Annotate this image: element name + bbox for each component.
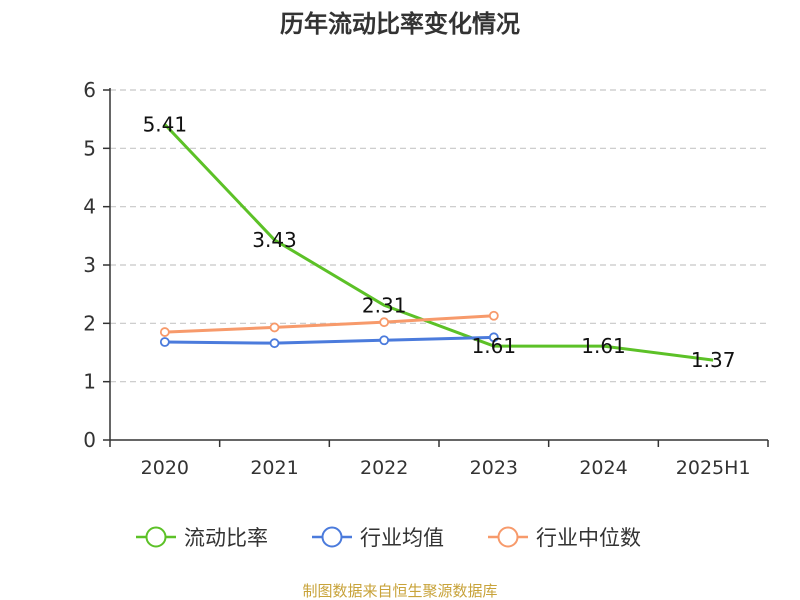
series-point bbox=[159, 327, 170, 337]
data-label: 2.31 bbox=[362, 293, 407, 317]
axes bbox=[103, 88, 769, 447]
series-point bbox=[379, 335, 390, 346]
legend-marker bbox=[145, 526, 167, 548]
legend-marker bbox=[497, 526, 519, 548]
data-label: 5.41 bbox=[143, 112, 188, 136]
x-tick-label: 2022 bbox=[360, 457, 408, 479]
series-line bbox=[164, 335, 494, 345]
series-point bbox=[159, 337, 170, 347]
data-label: 1.61 bbox=[581, 334, 626, 358]
series-point bbox=[379, 317, 390, 328]
y-tick-label: 0 bbox=[83, 428, 96, 452]
series-line bbox=[164, 314, 494, 334]
legend-item[interactable]: 行业均值 bbox=[312, 526, 444, 550]
series-point bbox=[488, 332, 499, 343]
legend-label: 行业均值 bbox=[360, 526, 444, 550]
x-tick-label: 2023 bbox=[470, 457, 518, 479]
legend-label: 流动比率 bbox=[184, 526, 268, 550]
legend-item[interactable]: 流动比率 bbox=[136, 526, 268, 550]
data-label: 1.37 bbox=[691, 348, 736, 372]
legend[interactable]: 流动比率 行业均值 行业中位数 bbox=[136, 526, 641, 550]
y-tick-label: 4 bbox=[83, 195, 96, 219]
source-note: 制图数据来自恒生聚源数据库 bbox=[302, 582, 497, 600]
y-axis-ticks: 0 1 2 3 4 5 6 bbox=[83, 78, 96, 452]
y-tick-label: 5 bbox=[83, 136, 96, 160]
y-tick-label: 1 bbox=[83, 370, 96, 394]
data-labels: 5.41 3.43 2.31 1.61 1.61 1.37 bbox=[143, 112, 736, 372]
x-tick-label: 2020 bbox=[141, 457, 189, 479]
series-point bbox=[269, 322, 280, 333]
data-label: 1.61 bbox=[472, 334, 517, 358]
legend-label: 行业中位数 bbox=[536, 526, 641, 550]
data-label: 3.43 bbox=[252, 228, 297, 252]
series-layer bbox=[159, 123, 714, 362]
y-tick-label: 3 bbox=[83, 253, 96, 277]
x-tick-label: 2024 bbox=[579, 457, 627, 479]
series-point bbox=[488, 310, 499, 321]
legend-item[interactable]: 行业中位数 bbox=[488, 526, 641, 550]
chart-title: 历年流动比率变化情况 bbox=[280, 10, 520, 38]
y-tick-label: 2 bbox=[83, 311, 96, 335]
series-line bbox=[163, 123, 714, 362]
legend-marker bbox=[321, 526, 343, 548]
x-tick-label: 2021 bbox=[250, 457, 298, 479]
x-axis-ticks: 2020 2021 2022 2023 2024 2025H1 bbox=[141, 457, 751, 479]
y-tick-label: 6 bbox=[83, 78, 96, 102]
x-tick-label: 2025H1 bbox=[676, 457, 751, 479]
series-point bbox=[269, 338, 280, 349]
